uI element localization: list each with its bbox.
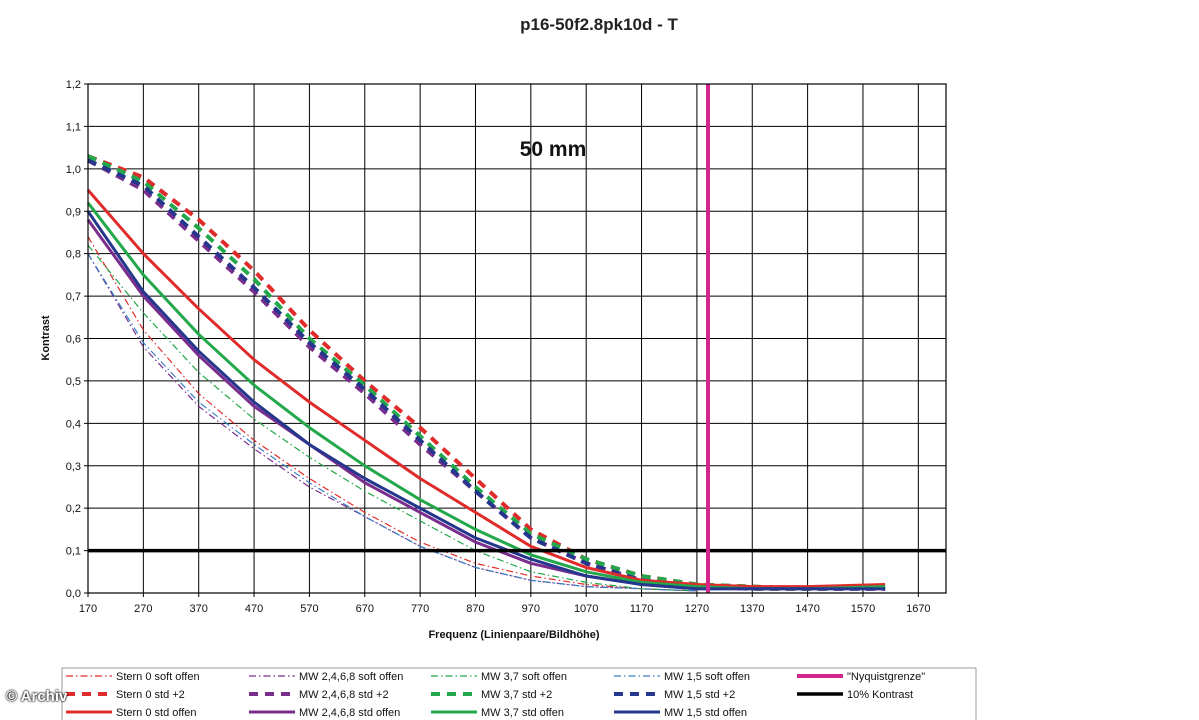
x-tick-label: 270: [134, 603, 152, 615]
series-layer: [86, 84, 946, 593]
series-line-1: [87, 154, 886, 591]
legend-label: "Nyquistgrenze": [847, 671, 925, 683]
legend-label: Stern 0 std offen: [116, 707, 197, 719]
legend-label: Stern 0 soft offen: [116, 671, 200, 683]
series-line-6: [87, 244, 697, 592]
x-tick-label: 570: [300, 603, 318, 615]
plot-frame: [87, 83, 947, 594]
y-tick-label: 0,5: [66, 376, 81, 388]
copyright-credit: © Archiv: [6, 688, 68, 705]
y-tick-label: 0,6: [66, 334, 81, 346]
legend-label: Stern 0 std +2: [116, 689, 185, 701]
x-axis-label: Frequenz (Linienpaare/Bildhöhe): [428, 629, 599, 641]
series-line-11: [86, 210, 886, 591]
legend-label: MW 3,7 soft offen: [481, 671, 567, 683]
x-tick-label: 470: [245, 603, 263, 615]
chart-title: p16-50f2.8pk10d - T: [520, 15, 678, 34]
y-tick-label: 0,1: [66, 546, 81, 558]
x-tick-label: 1470: [795, 603, 819, 615]
legend-label: MW 2,4,6,8 std +2: [299, 689, 389, 701]
y-tick-label: 0,2: [66, 503, 81, 515]
y-tick-labels: 0,0 0,1 0,2 0,3 0,4 0,5 0,6 0,7 0,8 0,9 1,0 1,1 1,2: [66, 79, 81, 600]
legend-label: 10% Kontrast: [847, 689, 913, 701]
legend-label: MW 3,7 std offen: [481, 707, 564, 719]
series-line-8: [86, 201, 886, 591]
series-line-7: [87, 154, 886, 591]
y-tick-label: 0,0: [66, 588, 81, 600]
y-tick-label: 1,0: [66, 164, 81, 176]
x-tick-label: 1070: [574, 603, 598, 615]
y-tick-label: 1,2: [66, 79, 81, 91]
x-tick-label: 1370: [740, 603, 764, 615]
legend-label: MW 1,5 std offen: [664, 707, 747, 719]
x-tick-label: 970: [522, 603, 540, 615]
x-tick-label: 170: [79, 603, 97, 615]
x-tick-label: 870: [466, 603, 484, 615]
x-tick-label: 1570: [851, 603, 875, 615]
x-tick-label: 770: [411, 603, 429, 615]
series-line-0: [87, 236, 697, 592]
series-line-2: [86, 189, 886, 589]
legend-label: MW 3,7 std +2: [481, 689, 552, 701]
x-tick-label: 370: [190, 603, 208, 615]
y-tick-label: 0,3: [66, 461, 81, 473]
legend-label: MW 1,5 soft offen: [664, 671, 750, 683]
series-line-4: [87, 158, 886, 591]
series-line-9: [87, 253, 697, 592]
y-tick-label: 0,8: [66, 249, 81, 261]
x-tick-label: 670: [356, 603, 374, 615]
y-tick-label: 1,1: [66, 121, 81, 133]
y-tick-label: 0,4: [66, 418, 81, 430]
legend-label: MW 2,4,6,8 std offen: [299, 707, 400, 719]
series-line-3: [87, 253, 697, 592]
focal-length-annotation: 50 mm: [520, 138, 587, 161]
series-line-10: [87, 158, 886, 591]
legend-label: MW 1,5 std +2: [664, 689, 735, 701]
y-tick-label: 0,7: [66, 291, 81, 303]
legend-label: MW 2,4,6,8 soft offen: [299, 671, 403, 683]
legend: Stern 0 soft offen Stern 0 std +2 Stern 0 …: [61, 667, 977, 720]
y-axis-label: Kontrast: [40, 315, 52, 361]
x-tick-label: 1170: [630, 603, 654, 615]
x-tick-label: 1670: [906, 603, 930, 615]
x-tick-labels: 170 270 370 470 570 670 770 870 970 1070 1170 1270 1…: [79, 603, 931, 615]
y-tick-label: 0,9: [66, 206, 81, 218]
x-tick-label: 1270: [685, 603, 709, 615]
